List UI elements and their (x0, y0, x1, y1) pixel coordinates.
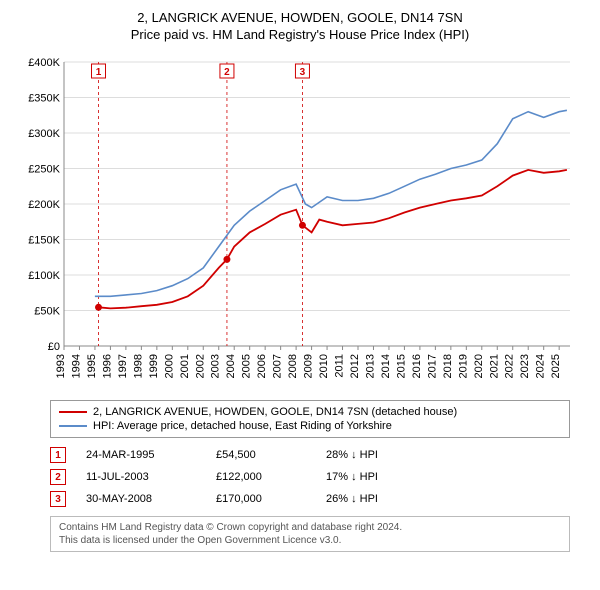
svg-text:1: 1 (96, 67, 102, 78)
svg-text:2010: 2010 (318, 354, 330, 378)
event-price: £170,000 (216, 493, 306, 505)
svg-text:1993: 1993 (55, 354, 67, 378)
legend-swatch (59, 411, 87, 413)
svg-text:2024: 2024 (535, 354, 547, 378)
svg-text:2012: 2012 (349, 354, 361, 378)
sale-event-row: 3 30-MAY-2008 £170,000 26% ↓ HPI (50, 488, 570, 510)
price-chart: £0 £50K £100K £150K £200K £250K £300K £350K £400… (20, 52, 580, 392)
event-marker: 3 (50, 491, 66, 507)
sale-events-table: 1 24-MAR-1995 £54,500 28% ↓ HPI 2 11-JUL-2003… (50, 444, 570, 510)
svg-text:2002: 2002 (194, 354, 206, 378)
svg-text:2022: 2022 (504, 354, 516, 378)
svg-text:1996: 1996 (101, 354, 113, 378)
svg-text:2015: 2015 (395, 354, 407, 378)
event-hpi-delta: 28% ↓ HPI (326, 449, 378, 461)
svg-text:£250K: £250K (28, 164, 60, 176)
legend-item: 2, LANGRICK AVENUE, HOWDEN, GOOLE, DN14 … (59, 405, 561, 419)
svg-text:1995: 1995 (86, 354, 98, 378)
svg-text:£200K: £200K (28, 199, 60, 211)
svg-text:2017: 2017 (426, 354, 438, 378)
event-hpi-delta: 17% ↓ HPI (326, 471, 378, 483)
svg-text:2019: 2019 (457, 354, 469, 378)
svg-text:2006: 2006 (256, 354, 268, 378)
svg-text:2005: 2005 (241, 354, 253, 378)
svg-text:2020: 2020 (473, 354, 485, 378)
event-price: £122,000 (216, 471, 306, 483)
svg-text:2004: 2004 (225, 354, 237, 378)
svg-text:2014: 2014 (380, 354, 392, 378)
svg-text:2011: 2011 (334, 354, 346, 378)
event-price: £54,500 (216, 449, 306, 461)
event-date: 30-MAY-2008 (86, 493, 196, 505)
sale-event-row: 2 11-JUL-2003 £122,000 17% ↓ HPI (50, 466, 570, 488)
svg-text:2001: 2001 (179, 354, 191, 378)
svg-text:2018: 2018 (442, 354, 454, 378)
event-hpi-delta: 26% ↓ HPI (326, 493, 378, 505)
svg-text:1997: 1997 (117, 354, 129, 378)
event-marker: 2 (50, 469, 66, 485)
event-date: 11-JUL-2003 (86, 471, 196, 483)
svg-text:2003: 2003 (210, 354, 222, 378)
svg-text:£0: £0 (48, 341, 60, 353)
chart-subtitle: Price paid vs. HM Land Registry's House … (10, 27, 590, 42)
svg-text:£300K: £300K (28, 128, 60, 140)
svg-text:2009: 2009 (303, 354, 315, 378)
svg-text:3: 3 (300, 67, 306, 78)
legend-label: HPI: Average price, detached house, East… (93, 420, 392, 432)
svg-text:£100K: £100K (28, 270, 60, 282)
svg-text:£150K: £150K (28, 235, 60, 247)
svg-text:£400K: £400K (28, 57, 60, 69)
svg-text:2007: 2007 (272, 354, 284, 378)
legend-swatch (59, 425, 87, 427)
svg-text:2023: 2023 (519, 354, 531, 378)
svg-text:2013: 2013 (364, 354, 376, 378)
legend: 2, LANGRICK AVENUE, HOWDEN, GOOLE, DN14 … (50, 400, 570, 438)
svg-text:2016: 2016 (411, 354, 423, 378)
svg-text:1999: 1999 (148, 354, 160, 378)
svg-text:2021: 2021 (488, 354, 500, 378)
svg-text:2000: 2000 (163, 354, 175, 378)
svg-text:£350K: £350K (28, 93, 60, 105)
event-date: 24-MAR-1995 (86, 449, 196, 461)
svg-text:2008: 2008 (287, 354, 299, 378)
attribution-footer: Contains HM Land Registry data © Crown c… (50, 516, 570, 552)
sale-event-row: 1 24-MAR-1995 £54,500 28% ↓ HPI (50, 444, 570, 466)
legend-label: 2, LANGRICK AVENUE, HOWDEN, GOOLE, DN14 … (93, 406, 457, 418)
footer-line: This data is licensed under the Open Gov… (59, 534, 561, 547)
event-marker: 1 (50, 447, 66, 463)
svg-text:1998: 1998 (132, 354, 144, 378)
footer-line: Contains HM Land Registry data © Crown c… (59, 521, 561, 534)
svg-text:1994: 1994 (70, 354, 82, 378)
svg-text:£50K: £50K (34, 306, 60, 318)
legend-item: HPI: Average price, detached house, East… (59, 419, 561, 433)
svg-text:2025: 2025 (550, 354, 562, 378)
chart-title: 2, LANGRICK AVENUE, HOWDEN, GOOLE, DN14 … (10, 10, 590, 25)
svg-text:2: 2 (224, 67, 230, 78)
